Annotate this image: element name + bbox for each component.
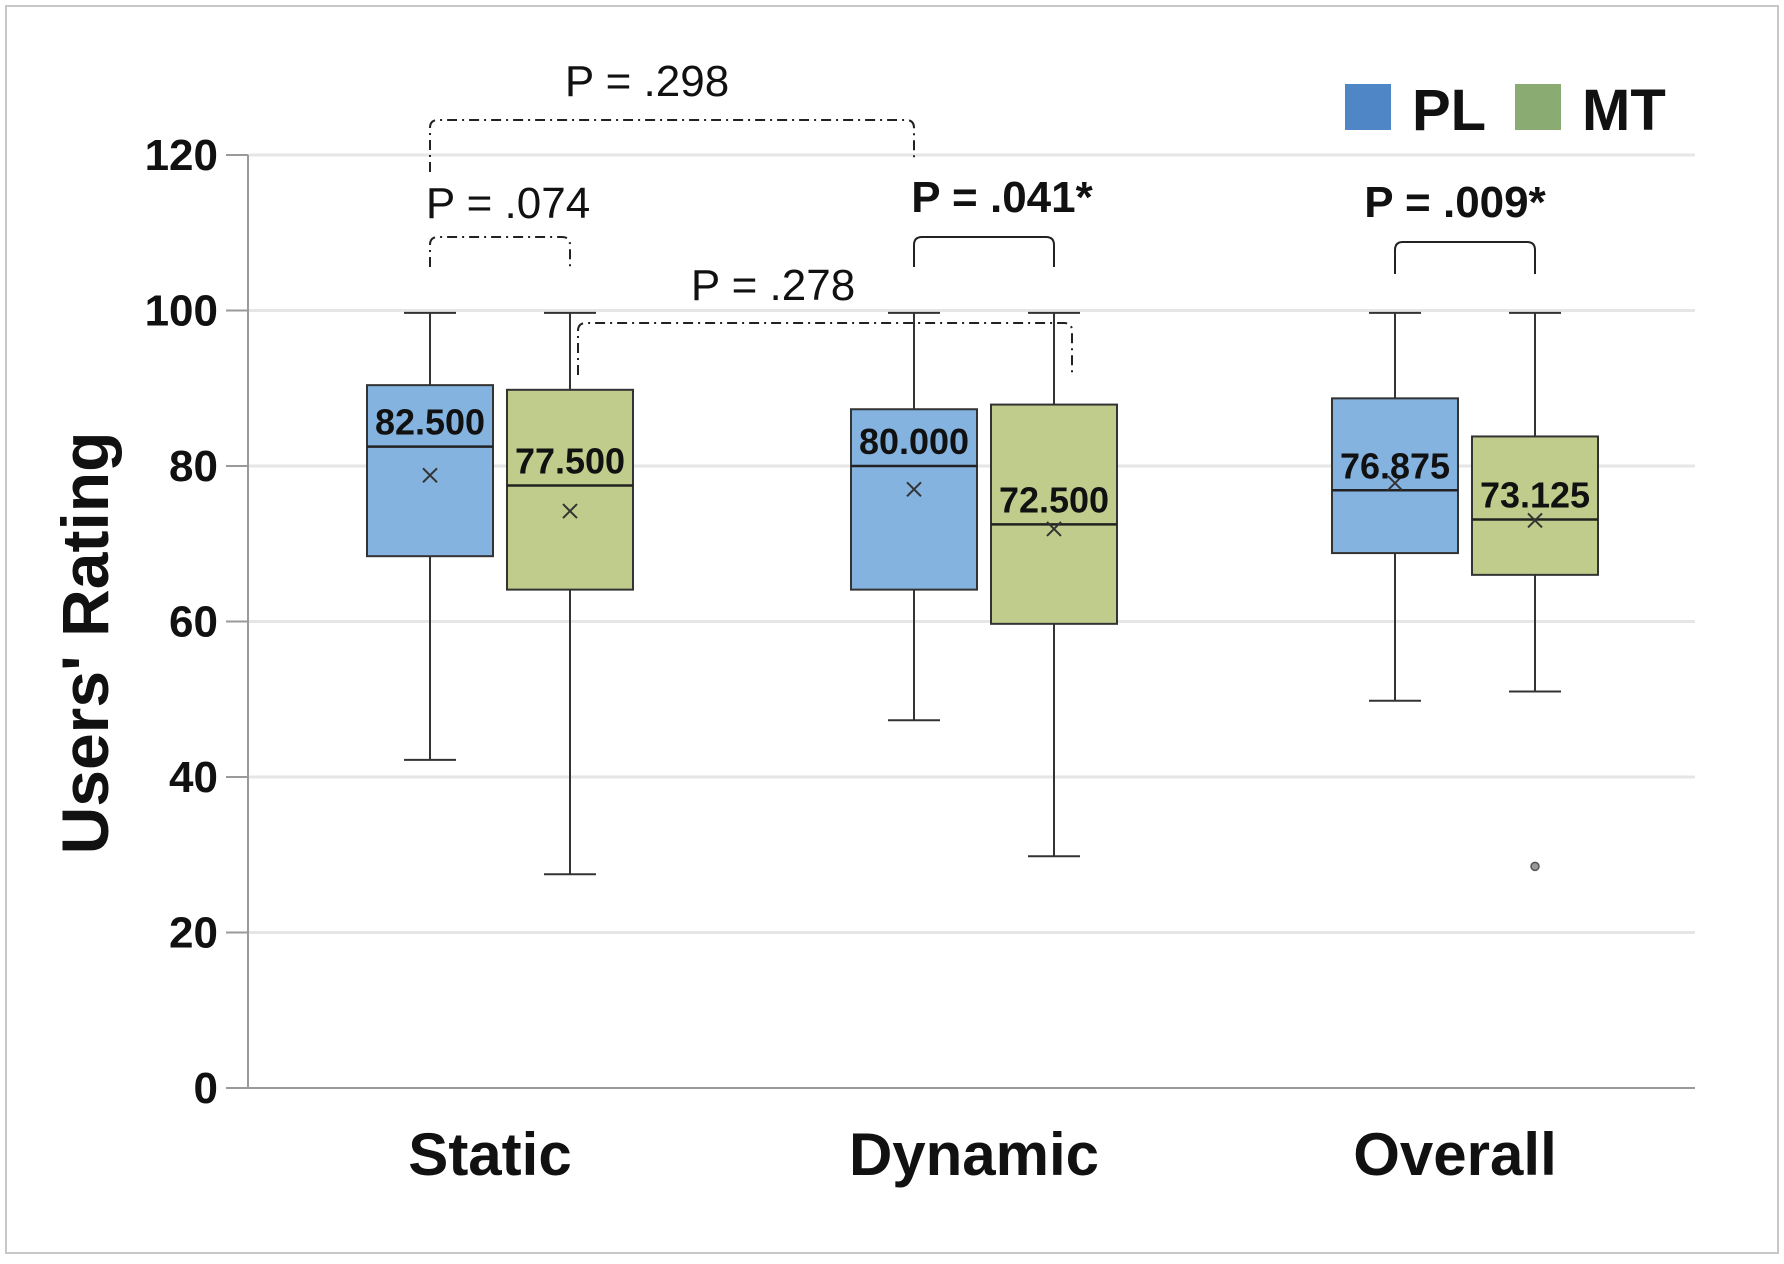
y-tick-label-60: 60	[169, 598, 218, 647]
y-tick-label-100: 100	[145, 287, 218, 336]
iqr-box	[1331, 397, 1459, 555]
p-value-label: P = .041*	[911, 173, 1093, 222]
p-bracket-1: P = .074	[426, 179, 590, 267]
mean-marker	[1387, 475, 1403, 491]
x-category-label-overall: Overall	[1353, 1121, 1556, 1188]
legend-swatch	[1515, 84, 1561, 130]
legend-label: MT	[1582, 78, 1666, 143]
y-tick-label-120: 120	[145, 131, 218, 180]
iqr-box	[850, 408, 978, 591]
axes: 0 20 40 60 80 100 120 Static Dynamic Overall	[145, 131, 1695, 1188]
gridlines	[248, 153, 1695, 934]
iqr-box	[990, 403, 1118, 625]
median-label: 73.125	[1480, 474, 1590, 515]
bracket-line	[429, 236, 571, 267]
y-tick-label-80: 80	[169, 442, 218, 491]
y-tick-label-0: 0	[194, 1064, 218, 1113]
legend-label: PL	[1412, 78, 1486, 143]
p-bracket-0: P = .298	[429, 57, 915, 172]
legend-item-mt: MT	[1515, 78, 1666, 143]
legend: PL MT	[1345, 78, 1666, 143]
mean-marker	[1527, 512, 1543, 529]
box-mt-dynamic: 72.500	[990, 311, 1118, 858]
mean-marker	[1046, 521, 1062, 537]
bracket-line	[429, 119, 915, 172]
legend-swatch	[1345, 84, 1391, 130]
y-axis-title: Users' Rating	[48, 432, 122, 855]
bracket-line	[577, 322, 1073, 375]
median-label: 76.875	[1340, 445, 1450, 486]
median-label: 77.500	[515, 440, 625, 481]
box-mt-overall: 73.125	[1471, 311, 1599, 872]
box-pl-dynamic: 80.000	[850, 311, 978, 722]
box-mt-static: 77.500	[506, 311, 634, 876]
p-bracket-3: P = .041*	[911, 173, 1094, 267]
p-value-label: P = .074	[426, 179, 590, 228]
outlier-point-0	[1530, 861, 1540, 872]
p-bracket-2: P = .278	[577, 261, 1073, 375]
boxes: 82.500 80.000 76.875 77.500 72.500 73.125	[366, 311, 1599, 876]
p-value-label: P = .009*	[1364, 178, 1546, 227]
mean-marker	[562, 503, 578, 519]
bracket-line	[1394, 241, 1536, 274]
mean-marker	[422, 467, 438, 484]
median-label: 80.000	[859, 421, 969, 462]
bracket-line	[913, 236, 1055, 267]
y-tick-label-40: 40	[169, 753, 218, 802]
iqr-box	[506, 388, 634, 591]
median-label: 72.500	[999, 479, 1109, 520]
p-value-label: P = .278	[691, 261, 855, 310]
x-category-label-dynamic: Dynamic	[849, 1121, 1099, 1188]
p-value-label: P = .298	[565, 57, 729, 106]
box-pl-static: 82.500	[366, 311, 494, 761]
iqr-box	[366, 384, 494, 558]
p-bracket-4: P = .009*	[1364, 178, 1547, 274]
mean-marker	[906, 481, 922, 498]
chart-border	[5, 5, 1779, 1254]
iqr-box	[1471, 435, 1599, 576]
significance-annotations: P = .298 P = .074 P = .278 P = .041* P = .00…	[426, 57, 1547, 375]
median-label: 82.500	[375, 402, 485, 443]
box-pl-overall: 76.875	[1331, 311, 1459, 702]
y-tick-label-20: 20	[169, 909, 218, 958]
x-category-label-static: Static	[408, 1121, 571, 1188]
legend-item-pl: PL	[1345, 78, 1486, 143]
